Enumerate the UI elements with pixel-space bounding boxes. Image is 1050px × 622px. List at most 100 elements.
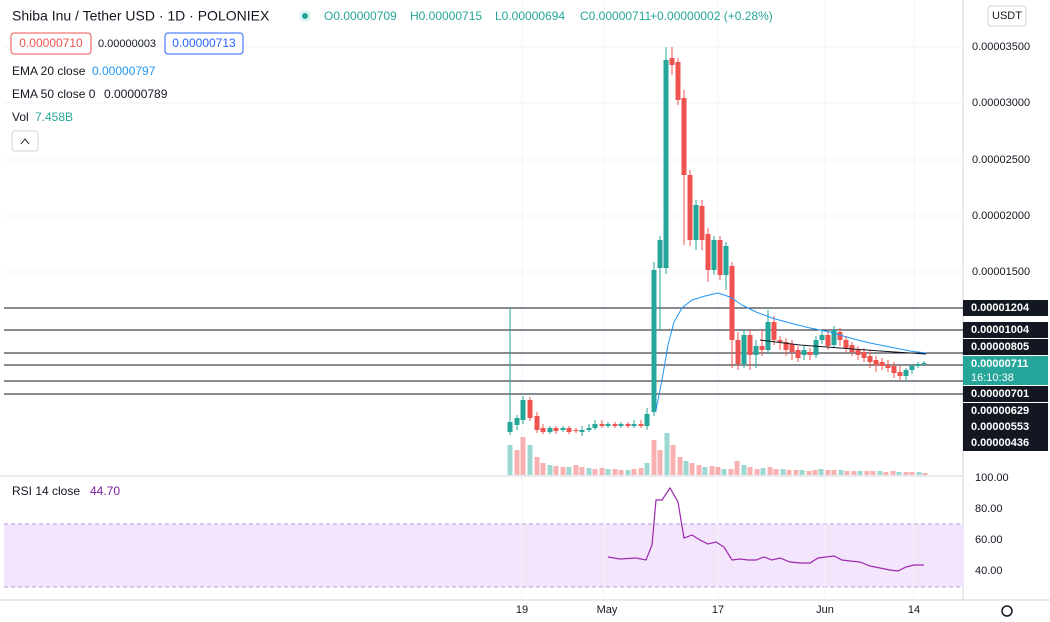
volume-bar [709, 466, 715, 475]
volume-bar [579, 467, 585, 475]
volume-bar [605, 469, 611, 475]
candle-body [520, 400, 526, 420]
volume-bar [728, 469, 734, 475]
candle-body [566, 428, 572, 432]
candle-body [687, 175, 693, 240]
candle-body [553, 428, 559, 431]
candle-body [819, 335, 825, 340]
volume-bar [721, 469, 727, 475]
volume-bar [806, 471, 812, 475]
volume-bar [599, 468, 605, 475]
candle-body [638, 424, 644, 426]
settings-icon[interactable] [1001, 605, 1013, 617]
rsi-value: 44.70 [90, 484, 120, 498]
ohlc-close: C0.00000711 [580, 9, 652, 23]
volume-bar [566, 467, 572, 475]
volume-bar [864, 471, 870, 475]
volume-bar [747, 467, 753, 475]
candle-body [618, 424, 624, 426]
candle-body [586, 428, 592, 430]
candle-body [795, 350, 801, 358]
rsi-label: RSI 14 close [12, 484, 80, 498]
candle-body [867, 356, 873, 362]
volume-bar [734, 461, 740, 475]
currency-button[interactable] [987, 5, 1027, 27]
level-tag-label: 0.00000436 [971, 437, 1029, 449]
ema-line-2 [759, 339, 927, 355]
candle-body [759, 346, 765, 350]
volume-bar [612, 469, 618, 475]
volume-bar [922, 473, 928, 475]
volume-bar [651, 440, 657, 475]
volume-bar [689, 463, 695, 475]
ema20-label: EMA 20 close [12, 64, 86, 78]
candle-body [855, 350, 861, 355]
candle-body [612, 424, 618, 426]
price-tick-label: 0.00002500 [972, 154, 1030, 166]
candle-body [801, 350, 807, 355]
price-tick-label: 0.00003500 [972, 41, 1030, 53]
level-tag-label: 0.00000701 [971, 388, 1029, 400]
volume-bar [831, 470, 837, 475]
candle-body [675, 62, 681, 100]
volume-bar [677, 457, 683, 475]
candle-body [705, 234, 711, 270]
volume-bar [793, 470, 799, 475]
candle-body [909, 366, 915, 370]
candle-body [540, 428, 546, 432]
volume-bar [670, 445, 676, 475]
volume-bar [534, 457, 540, 475]
buy-price: 0.00000713 [172, 36, 236, 50]
volume-bar [520, 437, 526, 475]
volume-bar [560, 467, 566, 475]
volume-bar [547, 465, 553, 475]
countdown: 16:10:38 [971, 372, 1014, 384]
spread: 0.00000003 [98, 38, 156, 50]
volume-bar [825, 470, 831, 475]
volume-bar [883, 472, 889, 475]
volume-bar [780, 469, 786, 475]
rsi-tick-label: 100.00 [975, 472, 1009, 484]
volume-bar [527, 445, 533, 475]
volume-bar [514, 450, 520, 475]
candle-body [625, 424, 631, 426]
buy-box[interactable] [164, 32, 244, 55]
candle-body [651, 270, 657, 412]
sell-box[interactable] [10, 32, 92, 55]
candle-body [729, 266, 735, 340]
price-tick-label: 0.00003000 [972, 97, 1030, 109]
volume-bar [870, 471, 876, 475]
candle-body [765, 322, 771, 350]
candle-body [681, 98, 687, 175]
candle-body [599, 424, 605, 426]
volume-bar [786, 470, 792, 475]
volume-bar [715, 467, 721, 475]
time-tick-label: 14 [908, 604, 920, 616]
volume-bar [631, 469, 637, 475]
time-tick-label: Jun [816, 604, 834, 616]
rsi-tick-label: 60.00 [975, 534, 1003, 546]
level-tag [963, 339, 1048, 355]
vol-value: 7.458B [35, 110, 73, 124]
volume-bar [799, 470, 805, 475]
level-tag-label: 0.00000805 [971, 341, 1029, 353]
volume-bar [664, 433, 670, 475]
volume-bar [877, 471, 883, 475]
volume-bar [644, 463, 650, 475]
collapse-button[interactable] [11, 130, 39, 152]
candle-body [813, 340, 819, 355]
volume-bar [916, 472, 922, 475]
candle-body [747, 335, 753, 355]
volume-bar [844, 471, 850, 475]
candle-body [693, 205, 699, 240]
time-tick-label: 19 [516, 604, 528, 616]
candle-body [711, 240, 717, 270]
candle-body [507, 422, 513, 432]
candle-body [843, 340, 849, 348]
ema20-value: 0.00000797 [92, 64, 156, 78]
level-tag-label: 0.00000629 [971, 405, 1029, 417]
volume-bar [818, 469, 824, 475]
volume-bar [540, 463, 546, 475]
